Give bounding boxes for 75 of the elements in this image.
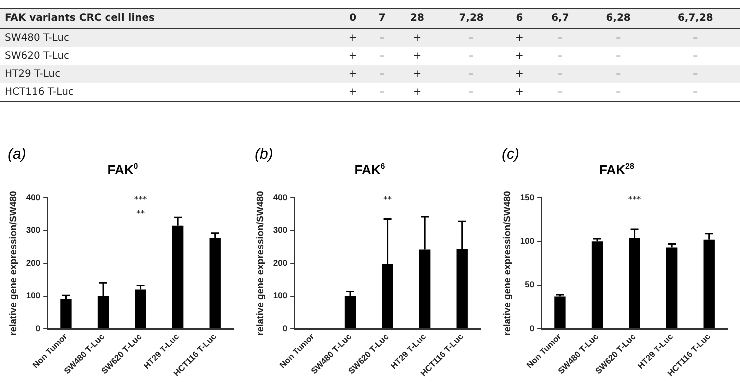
annotation: ** (384, 195, 393, 204)
text: – (651, 65, 740, 83)
text: – (615, 50, 622, 64)
text: + (514, 86, 525, 100)
y-tick-label: 400 (273, 192, 288, 202)
bar (592, 242, 604, 329)
text: – (468, 50, 476, 64)
text: – (368, 65, 396, 83)
y-tick-label: 0 (282, 323, 288, 334)
y-axis-title: relative gene expression/SW480 (255, 191, 266, 336)
y-tick-label: 400 (26, 192, 41, 202)
text: + (396, 28, 439, 47)
text: + (348, 86, 358, 100)
y-tick-label: 0 (530, 323, 535, 334)
category-label: 6 (504, 8, 536, 28)
y-tick-label: 200 (26, 258, 41, 268)
text: – (535, 65, 586, 83)
y-tick-label: 150 (520, 192, 535, 202)
text: – (378, 50, 386, 64)
text: + (504, 65, 536, 83)
category-label: 0 (338, 8, 368, 28)
category-label: 28 (396, 8, 439, 28)
text: – (556, 86, 564, 100)
category-label: FAK variants CRC cell lines (0, 8, 338, 28)
category-label: 7 (368, 8, 396, 28)
category-label: 6,28 (586, 8, 652, 28)
category-label: 7,28 (438, 8, 504, 28)
text: – (378, 86, 386, 100)
text: + (412, 86, 423, 100)
text: – (692, 50, 700, 64)
text: – (438, 65, 504, 83)
text: – (556, 50, 564, 64)
text: HT29 T-Luc (0, 65, 338, 83)
text: + (338, 28, 368, 47)
bar (666, 248, 678, 329)
bar (554, 296, 566, 329)
text: + (348, 50, 358, 64)
y-axis-title: relative gene expression/SW480 (502, 191, 514, 336)
text: SW480 T-Luc (0, 28, 338, 47)
text: – (535, 28, 586, 47)
chart-title: FAK$^{0}$ (106, 162, 140, 178)
y-tick-label: 100 (26, 290, 41, 301)
text: + (504, 28, 536, 47)
text: + (338, 65, 368, 83)
y-tick-label: 100 (273, 290, 288, 301)
text: – (368, 28, 396, 47)
text: – (586, 65, 652, 83)
text: + (396, 65, 439, 83)
y-tick-label: 50 (525, 280, 535, 290)
text: (a) (8, 146, 26, 163)
text: HCT116 T-Luc (4, 86, 75, 100)
category-label: 6,7,28 (651, 8, 740, 28)
text: – (692, 86, 700, 100)
y-tick-label: 200 (273, 258, 288, 268)
y-tick-label: 300 (273, 225, 288, 236)
y-axis-title: relative gene expression/SW480 (8, 191, 20, 336)
text: – (651, 28, 740, 47)
text: + (412, 50, 423, 64)
annotation: *** (134, 195, 148, 204)
text: + (514, 50, 525, 64)
text: SW620 T-Luc (4, 50, 71, 64)
text: – (438, 28, 504, 47)
y-tick-label: 300 (26, 225, 41, 236)
text: (b) (255, 146, 274, 163)
y-tick-label: 0 (36, 323, 41, 334)
annotation: ** (136, 209, 146, 218)
category-label: 6,7 (535, 8, 586, 28)
text: (c) (502, 146, 520, 163)
chart-title: FAK$^{6}$ (354, 162, 386, 178)
y-tick-label: 100 (520, 236, 535, 246)
annotation: *** (628, 195, 642, 204)
chart-title: FAK$^{28}$ (598, 162, 636, 178)
text: – (615, 86, 622, 100)
text: – (468, 86, 476, 100)
text: – (586, 28, 652, 47)
